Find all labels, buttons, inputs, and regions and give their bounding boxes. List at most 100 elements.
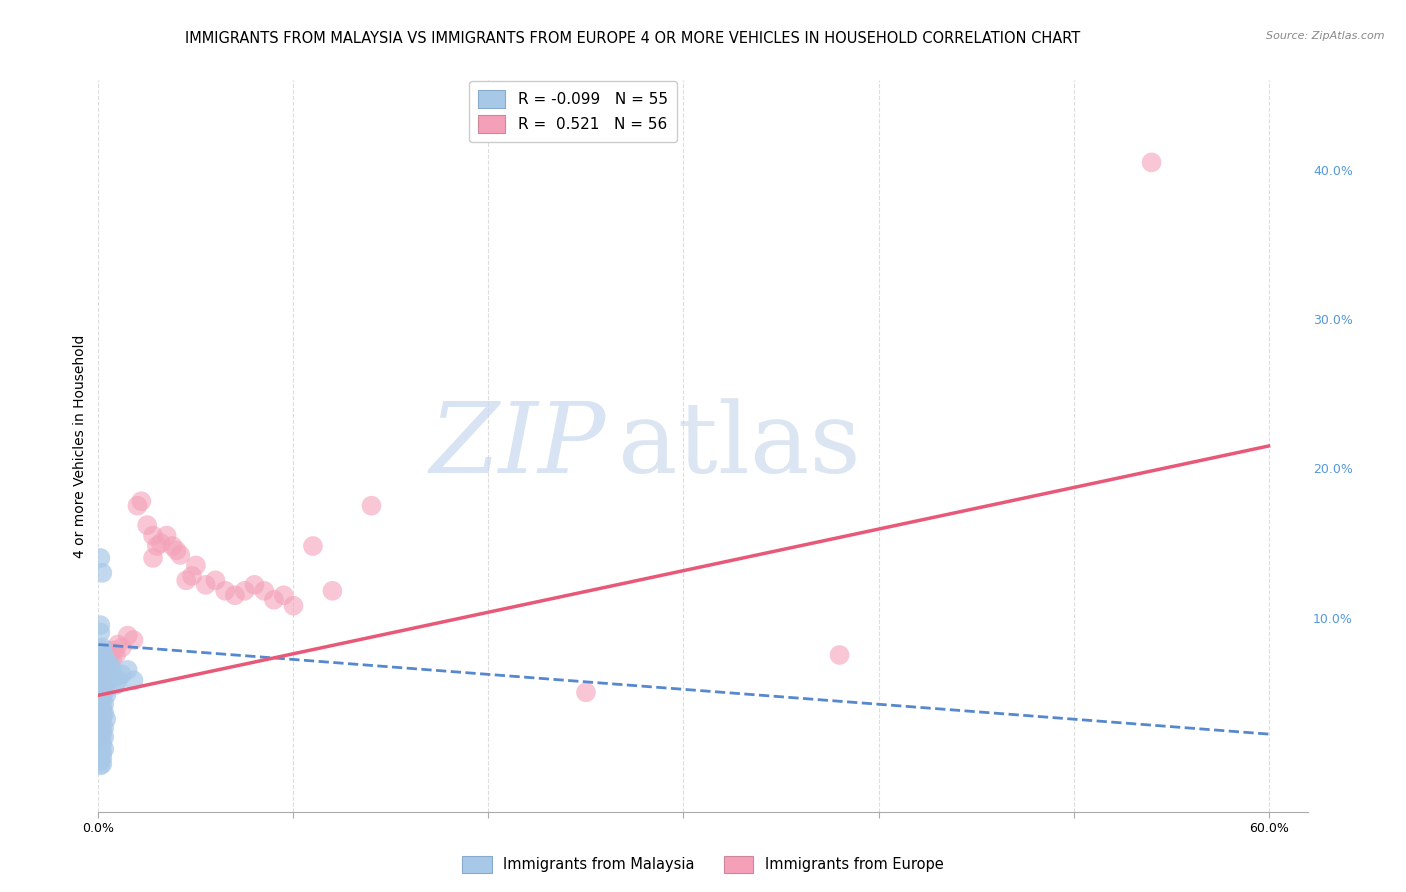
Point: [91, 663, 114, 677]
Point: [89, 739, 111, 753]
Point: [122, 633, 145, 648]
Point: [89, 703, 111, 717]
Point: [273, 588, 295, 602]
Point: [136, 518, 159, 533]
Point: [91, 727, 114, 741]
Point: [96, 712, 118, 726]
Point: [224, 588, 246, 602]
Point: [89, 724, 111, 739]
Point: [98, 658, 121, 673]
Point: [122, 673, 145, 688]
Point: [93, 652, 115, 666]
Point: [93, 706, 115, 721]
Point: [91, 756, 114, 771]
Point: [89, 754, 111, 768]
Point: [91, 703, 114, 717]
Point: [93, 742, 115, 756]
Point: [89, 658, 111, 673]
Point: [253, 583, 276, 598]
Point: [97, 656, 120, 670]
Point: [89, 694, 111, 708]
Point: [91, 712, 114, 726]
Point: [89, 715, 111, 730]
Point: [91, 723, 114, 737]
Point: [93, 685, 115, 699]
Point: [146, 539, 169, 553]
Point: [91, 652, 114, 666]
Point: [89, 670, 111, 684]
Point: [91, 566, 114, 580]
Point: [91, 736, 114, 750]
Point: [575, 685, 598, 699]
Point: [89, 688, 111, 702]
Point: [91, 691, 114, 706]
Text: Source: ZipAtlas.com: Source: ZipAtlas.com: [1267, 31, 1385, 41]
Point: [93, 721, 115, 735]
Point: [111, 640, 134, 655]
Point: [214, 583, 236, 598]
Point: [96, 658, 118, 673]
Point: [165, 543, 187, 558]
Point: [149, 536, 172, 550]
Point: [93, 661, 115, 675]
Point: [91, 700, 114, 714]
Point: [89, 625, 111, 640]
Point: [97, 667, 120, 681]
Point: [89, 665, 111, 680]
Point: [156, 528, 179, 542]
Point: [93, 730, 115, 744]
Point: [131, 494, 153, 508]
Point: [204, 574, 226, 588]
Text: ZIP: ZIP: [430, 399, 606, 493]
Point: [98, 648, 121, 662]
Point: [89, 643, 111, 657]
Point: [104, 678, 127, 692]
Point: [91, 709, 114, 723]
Point: [263, 592, 285, 607]
Point: [107, 673, 129, 688]
Point: [194, 578, 217, 592]
Point: [96, 663, 118, 677]
Text: atlas: atlas: [619, 398, 860, 494]
Point: [91, 751, 114, 765]
Legend: R = -0.099   N = 55, R =  0.521   N = 56: R = -0.099 N = 55, R = 0.521 N = 56: [468, 80, 676, 143]
Point: [91, 692, 114, 706]
Point: [91, 718, 114, 732]
Point: [96, 688, 118, 702]
Point: [103, 670, 125, 684]
Point: [828, 648, 851, 662]
Point: [162, 539, 184, 553]
Point: [184, 558, 207, 573]
Point: [89, 698, 111, 712]
Point: [91, 670, 114, 684]
Point: [302, 539, 325, 553]
Point: [91, 658, 114, 673]
Point: [101, 652, 124, 666]
Legend: Immigrants from Malaysia, Immigrants from Europe: Immigrants from Malaysia, Immigrants fro…: [456, 849, 950, 880]
Point: [89, 551, 111, 566]
Point: [127, 499, 149, 513]
Point: [89, 733, 111, 747]
Point: [181, 569, 204, 583]
Point: [103, 643, 125, 657]
Point: [360, 499, 382, 513]
Point: [89, 747, 111, 762]
Point: [142, 551, 165, 566]
Y-axis label: 4 or more Vehicles in Household: 4 or more Vehicles in Household: [73, 334, 87, 558]
Point: [97, 643, 120, 657]
Point: [89, 656, 111, 670]
Point: [91, 745, 114, 759]
Point: [243, 578, 266, 592]
Point: [93, 658, 115, 673]
Point: [104, 648, 127, 662]
Point: [107, 638, 129, 652]
Point: [93, 673, 115, 688]
Text: IMMIGRANTS FROM MALAYSIA VS IMMIGRANTS FROM EUROPE 4 OR MORE VEHICLES IN HOUSEHO: IMMIGRANTS FROM MALAYSIA VS IMMIGRANTS F…: [186, 31, 1080, 46]
Point: [233, 583, 256, 598]
Point: [93, 648, 115, 662]
Point: [142, 528, 165, 542]
Point: [89, 679, 111, 693]
Point: [93, 698, 115, 712]
Point: [91, 682, 114, 697]
Point: [101, 663, 124, 677]
